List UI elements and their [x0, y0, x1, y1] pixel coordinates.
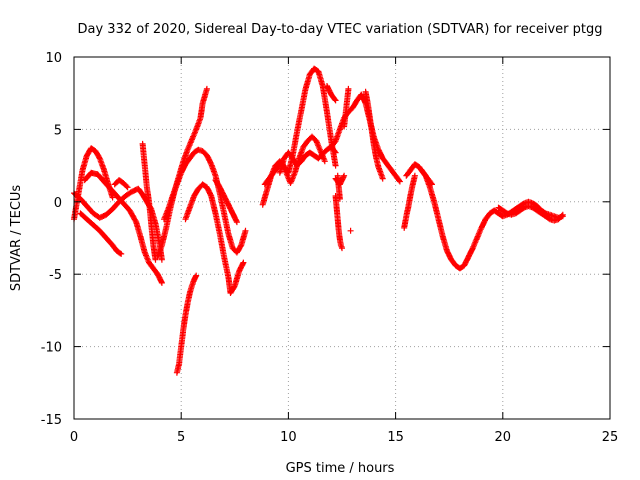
y-tick-label: 0 [54, 196, 62, 211]
data-series-arc-04 [81, 169, 165, 286]
data-series-arc-22 [347, 227, 354, 234]
data-series-arc-06 [111, 177, 131, 191]
x-tick-label: 20 [495, 430, 512, 445]
data-points [71, 65, 566, 376]
chart-title: Day 332 of 2020, Sidereal Day-to-day VTE… [78, 22, 603, 37]
y-tick-label: 5 [54, 123, 62, 138]
data-series-arc-24 [401, 172, 418, 231]
data-series-arc-25 [418, 166, 566, 272]
tick-labels: 0 5 10 15 20 25 -15 -10 -5 0 5 10 [41, 51, 619, 445]
x-axis-label: GPS time / hours [286, 461, 395, 476]
data-series-arc-11 [212, 177, 240, 226]
plot-frame [73, 56, 611, 420]
data-series-arc-26 [495, 203, 566, 224]
data-series-arc-14 [276, 143, 339, 176]
data-series-arc-20 [324, 83, 339, 104]
axis-ticks [73, 56, 611, 420]
x-tick-label: 10 [280, 430, 297, 445]
y-tick-label: -5 [49, 268, 62, 283]
y-tick-label: 10 [45, 51, 62, 66]
data-series-arc-17 [332, 193, 345, 252]
data-series-arc-10 [182, 181, 247, 296]
x-tick-label: 15 [387, 430, 404, 445]
data-series-arc-19 [332, 172, 348, 188]
x-tick-label: 25 [602, 430, 619, 445]
data-series-arc-16 [362, 88, 386, 182]
data-series-arc-21 [341, 85, 352, 130]
y-tick-label: -10 [41, 341, 62, 356]
data-series-arc-08 [161, 146, 249, 256]
y-axis-label: SDTVAR / TECUs [9, 185, 24, 292]
data-series-arc-05 [139, 140, 159, 263]
data-series-arc-15 [328, 91, 403, 185]
y-tick-label: -15 [41, 413, 62, 428]
x-tick-label: 0 [70, 430, 78, 445]
data-series-arc-03 [77, 210, 125, 257]
data-series-arc-09 [173, 272, 200, 376]
x-tick-label: 5 [177, 430, 185, 445]
